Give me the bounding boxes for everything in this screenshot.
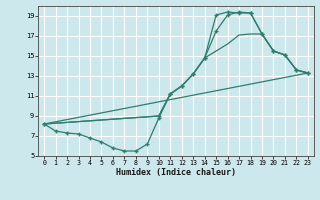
X-axis label: Humidex (Indice chaleur): Humidex (Indice chaleur) xyxy=(116,168,236,177)
